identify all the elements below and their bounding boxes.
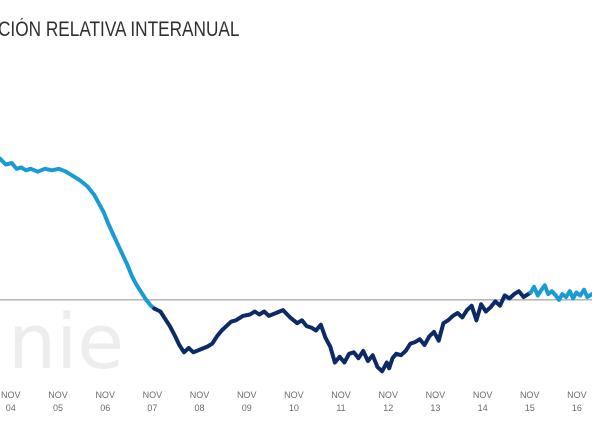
series-line-1: [0, 156, 157, 311]
x-tick-label-month-1: NOV: [48, 390, 68, 400]
x-tick-label-month-4: NOV: [190, 390, 210, 400]
x-tick-label-year-7: 11: [336, 403, 345, 413]
x-axis-ticks: NOV 04 NOV 05 NOV 06 NOV 07 NOV 08 NOV 09 NOV 10 NOV 11…: [1, 390, 587, 413]
x-tick-label-year-5: 09: [242, 403, 252, 413]
x-tick-label-month-9: NOV: [426, 390, 446, 400]
x-tick-label-year-11: 15: [525, 403, 535, 413]
x-tick-label-month-5: NOV: [237, 390, 257, 400]
x-tick-label-month-12: NOV: [567, 390, 587, 400]
x-tick-label-year-4: 08: [194, 403, 204, 413]
series-line-3: [528, 283, 592, 302]
x-tick-label-month-8: NOV: [378, 390, 398, 400]
x-tick-label-month-0: NOV: [1, 390, 21, 400]
x-tick-label-year-2: 06: [100, 403, 110, 413]
chart-title: CIÓN RELATIVA INTERANUAL: [0, 18, 240, 41]
x-tick-label-month-2: NOV: [95, 390, 115, 400]
x-tick-label-year-6: 10: [289, 403, 299, 413]
x-tick-label-month-3: NOV: [143, 390, 163, 400]
x-tick-label-month-10: NOV: [473, 390, 493, 400]
watermark-text: nie: [8, 297, 124, 386]
x-tick-label-year-1: 05: [53, 403, 63, 413]
series-line-2: [152, 289, 533, 374]
x-tick-label-year-10: 14: [478, 403, 488, 413]
x-tick-label-year-12: 16: [572, 403, 582, 413]
x-tick-label-month-11: NOV: [520, 390, 540, 400]
x-tick-label-month-6: NOV: [284, 390, 304, 400]
series-layer: [0, 156, 592, 374]
x-tick-label-month-7: NOV: [331, 390, 351, 400]
x-tick-label-year-3: 07: [147, 403, 157, 413]
x-tick-label-year-8: 12: [383, 403, 393, 413]
x-tick-label-year-0: 04: [6, 403, 16, 413]
x-tick-label-year-9: 13: [430, 403, 440, 413]
